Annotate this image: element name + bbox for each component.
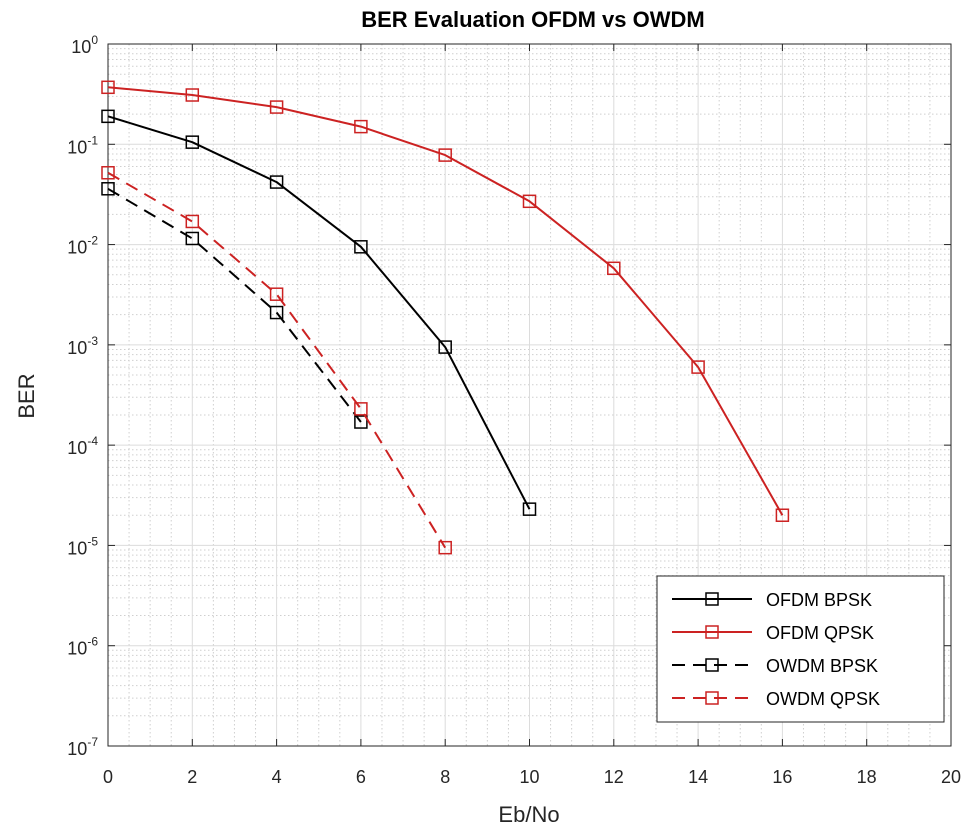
y-tick-base: 10 (67, 238, 87, 258)
legend-label: OFDM QPSK (766, 623, 874, 643)
data-point-marker (522, 502, 537, 516)
x-tick-label: 8 (440, 767, 450, 787)
data-point-marker (607, 261, 621, 276)
data-point-marker (269, 287, 284, 301)
x-tick-label: 6 (356, 767, 366, 787)
legend: OFDM BPSK OFDM QPSK OWDM BPSK OWDM QPSK (656, 575, 945, 723)
series-line (107, 171, 447, 549)
series-owdm-qpsk (101, 166, 452, 555)
data-point-marker (269, 305, 284, 320)
x-tick-label: 4 (272, 767, 282, 787)
series-owdm-bpsk (101, 182, 368, 429)
y-tick-base: 10 (67, 438, 87, 458)
data-point-marker (354, 415, 368, 429)
y-tick-base: 10 (67, 639, 87, 659)
x-tick-label: 2 (187, 767, 197, 787)
data-point-marker (354, 119, 368, 134)
y-tick-label: 10-2 (67, 234, 98, 258)
y-tick-exponent: -7 (87, 735, 98, 749)
data-point-marker (691, 360, 705, 374)
y-tick-exponent: -1 (87, 133, 98, 147)
y-axis-label: BER (14, 373, 39, 418)
data-point-marker (185, 214, 200, 229)
series-line (107, 86, 784, 516)
y-tick-base: 10 (67, 137, 87, 157)
y-tick-exponent: -2 (87, 234, 98, 248)
y-tick-label: 10-6 (67, 635, 98, 659)
data-point-marker (185, 135, 200, 149)
legend-marker (705, 625, 719, 639)
x-tick-label: 10 (519, 767, 539, 787)
series-layer (101, 80, 790, 555)
y-tick-exponent: -6 (87, 635, 98, 649)
x-axis-label: Eb/No (498, 802, 559, 827)
x-tick-label: 16 (772, 767, 792, 787)
x-tick-label: 20 (941, 767, 961, 787)
series-ofdm-qpsk (101, 80, 790, 522)
data-point-marker (101, 182, 115, 196)
y-tick-label: 10-4 (67, 434, 98, 458)
y-tick-base: 10 (67, 538, 87, 558)
y-tick-exponent: -5 (87, 534, 98, 548)
chart-title: BER Evaluation OFDM vs OWDM (361, 7, 704, 32)
data-point-marker (438, 148, 452, 162)
data-point-marker (185, 231, 200, 246)
data-point-marker (775, 508, 790, 522)
y-tick-exponent: -4 (87, 434, 98, 448)
series-line (107, 115, 531, 510)
y-tick-exponent: -3 (87, 334, 98, 348)
data-point-marker (354, 240, 368, 254)
x-tick-labels: 0 2 4 6 8 10 12 14 16 18 20 (103, 767, 961, 787)
legend-label: OWDM QPSK (766, 689, 880, 709)
data-point-marker (354, 402, 368, 416)
x-tick-label: 18 (857, 767, 877, 787)
y-tick-label: 10-1 (67, 133, 98, 157)
x-tick-label: 0 (103, 767, 113, 787)
y-tick-label: 10-5 (67, 534, 98, 558)
legend-marker (705, 658, 719, 672)
data-point-marker (522, 194, 537, 209)
y-tick-base: 10 (67, 338, 87, 358)
data-point-marker (438, 340, 452, 354)
y-tick-label: 10-7 (67, 735, 98, 759)
data-point-marker (269, 175, 284, 189)
series-ofdm-bpsk (101, 109, 537, 516)
x-tick-label: 14 (688, 767, 708, 787)
y-tick-label: 10-3 (67, 334, 98, 358)
y-tick-exponent: 0 (91, 33, 98, 47)
legend-label: OWDM BPSK (766, 656, 878, 676)
y-tick-base: 10 (71, 37, 91, 57)
data-point-marker (438, 540, 452, 555)
y-tick-base: 10 (67, 739, 87, 759)
data-point-marker (101, 166, 115, 180)
y-tick-label: 100 (71, 33, 98, 57)
legend-marker (705, 592, 719, 606)
legend-label: OFDM BPSK (766, 590, 872, 610)
data-point-marker (101, 80, 115, 95)
series-line (107, 187, 362, 423)
data-point-marker (269, 100, 284, 114)
x-tick-label: 12 (604, 767, 624, 787)
data-point-marker (185, 88, 200, 102)
data-point-marker (101, 109, 115, 124)
axis-ticks (107, 43, 952, 747)
legend-marker (705, 691, 719, 705)
